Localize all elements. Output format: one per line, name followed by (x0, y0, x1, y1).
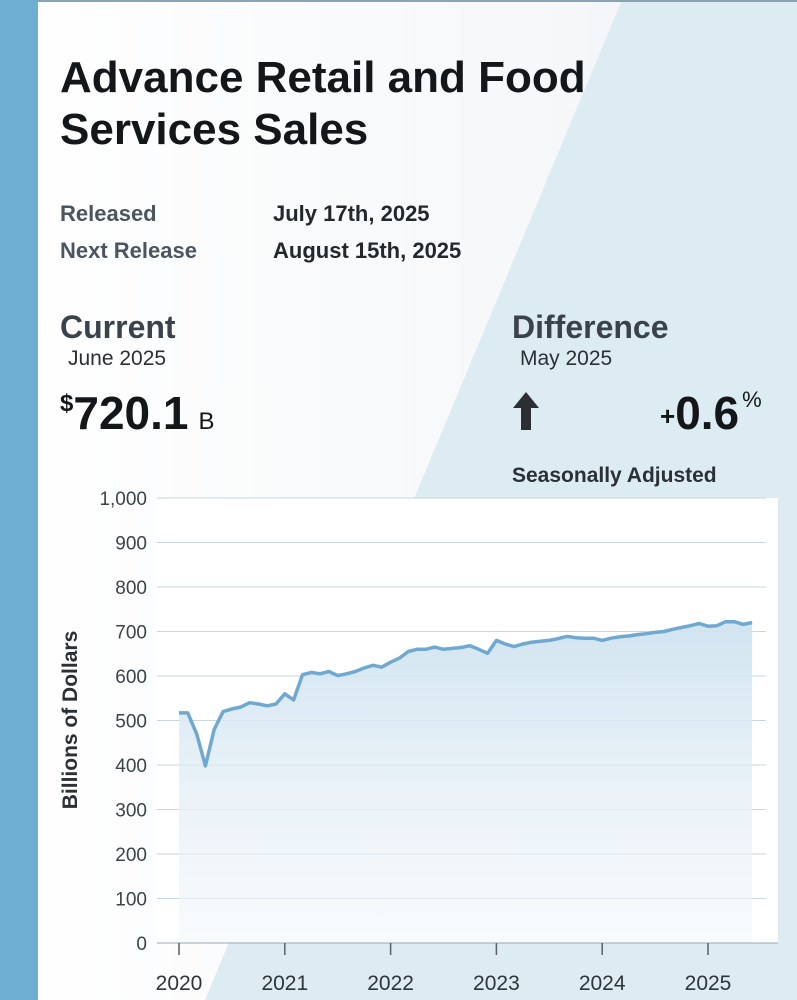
x-tick-label: 2021 (261, 972, 308, 995)
y-tick-label: 400 (115, 756, 147, 777)
difference-amount: 0.6 (675, 387, 740, 439)
next-release-date: August 15th, 2025 (273, 238, 462, 263)
y-axis-label: Billions of Dollars (59, 631, 82, 810)
current-heading: Current (60, 309, 176, 345)
y-tick-label: 700 (115, 623, 147, 644)
current-unit: B (198, 408, 215, 435)
y-tick-label: 0 (136, 934, 147, 955)
page-title: Advance Retail and Food Services Sales (60, 53, 586, 154)
currency-symbol: $ (60, 390, 74, 417)
y-tick-label: 600 (115, 667, 147, 688)
sales-chart: 0 100 200 300 400 500 600 700 800 900 1,000 2020 202… (59, 490, 778, 995)
released-label: Released (60, 201, 157, 226)
up-arrow-icon (513, 392, 539, 430)
current-period: June 2025 (68, 347, 167, 370)
area-fill (179, 621, 753, 943)
seasonally-adjusted-note: Seasonally Adjusted (512, 464, 717, 487)
x-tick-label: 2022 (367, 972, 414, 995)
y-tick-label: 800 (115, 578, 147, 599)
released-date: July 17th, 2025 (273, 201, 430, 226)
next-release-label: Next Release (60, 238, 197, 263)
y-tick-label: 900 (115, 534, 147, 555)
y-tick-label: 100 (115, 890, 147, 911)
difference-period: May 2025 (520, 347, 613, 370)
difference-sign: + (660, 401, 676, 431)
top-rule (38, 0, 797, 2)
y-tick-label: 200 (115, 845, 147, 866)
accent-bar (0, 0, 38, 1000)
x-tick-label: 2023 (473, 972, 520, 995)
x-tick-label: 2024 (579, 972, 626, 995)
x-tick-label: 2025 (685, 972, 732, 995)
difference-value: +0.6% (660, 386, 762, 440)
difference-heading: Difference (512, 309, 669, 345)
series-line (179, 619, 753, 768)
current-value: $720.1 B (60, 386, 215, 440)
y-tick-label: 300 (115, 801, 147, 822)
current-amount: 720.1 (73, 387, 189, 439)
difference-unit: % (742, 387, 762, 412)
y-tick-label: 500 (115, 712, 147, 733)
x-tick-label: 2020 (156, 972, 203, 995)
y-tick-label: 1,000 (99, 490, 147, 510)
